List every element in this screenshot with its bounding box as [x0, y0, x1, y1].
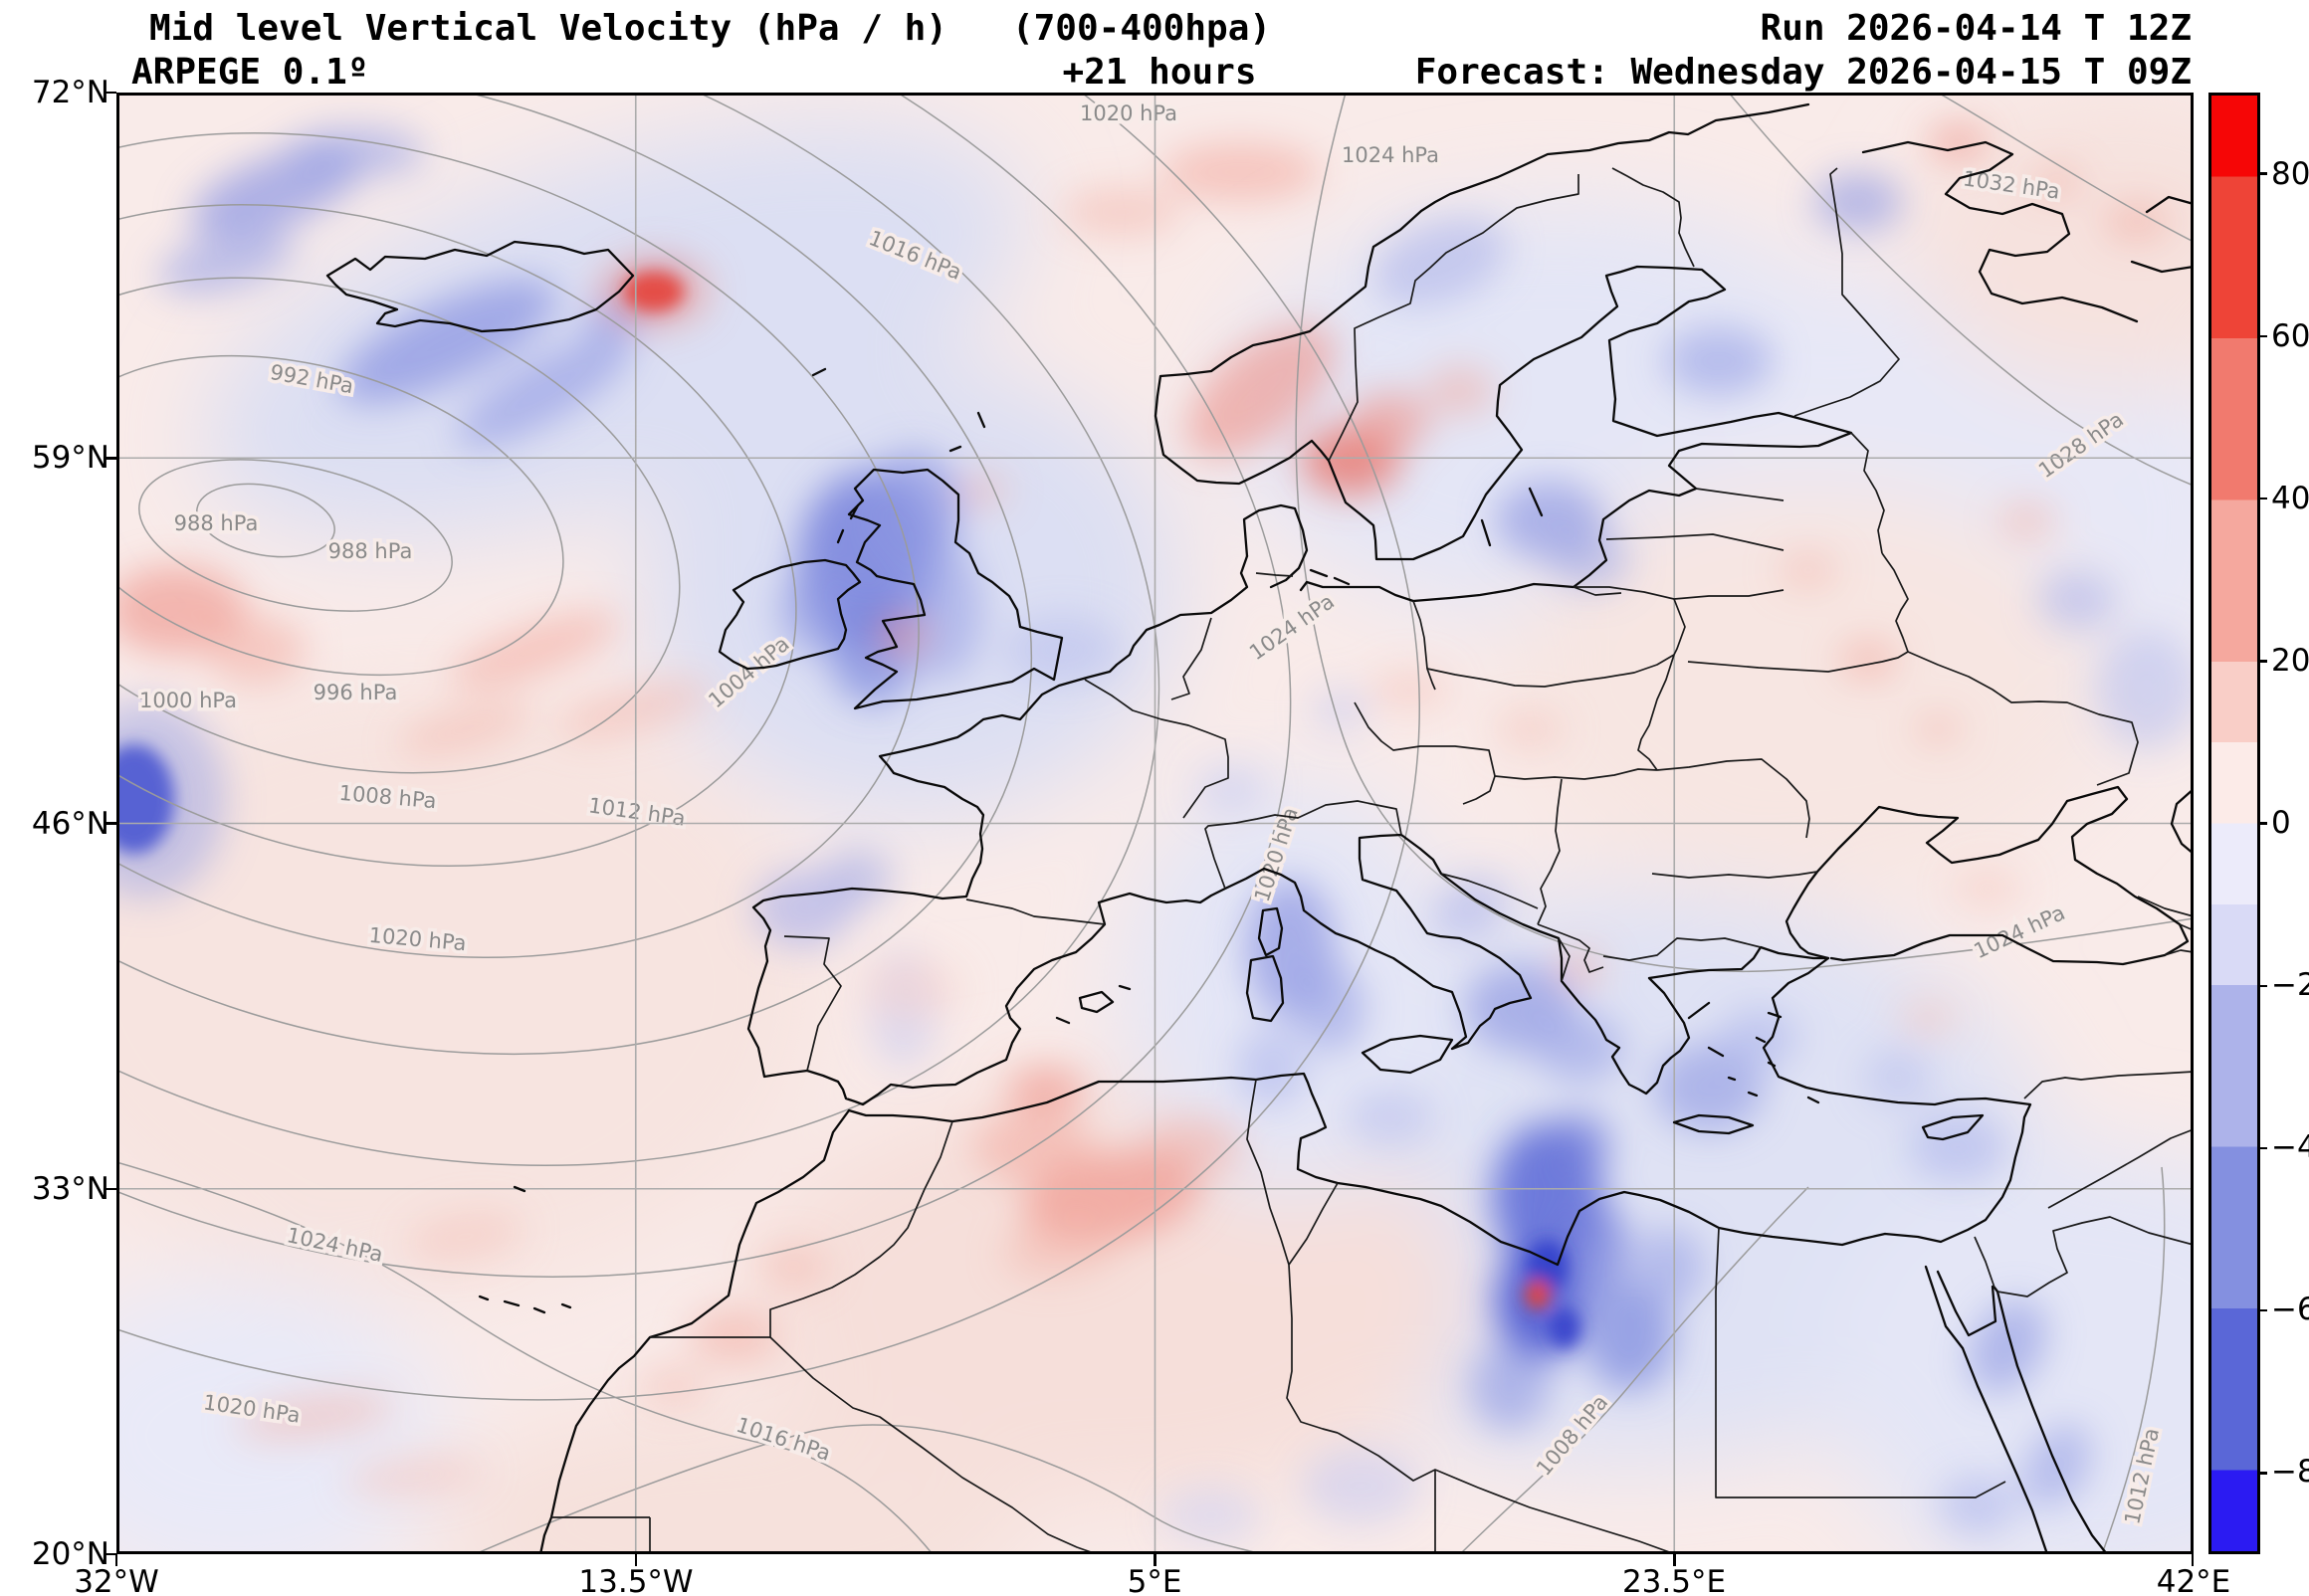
- lat-tick-label: 46°N: [31, 806, 109, 842]
- y-tick-mark: [104, 1552, 116, 1556]
- lon-tick-label: 5°E: [1127, 1564, 1182, 1596]
- colorbar-tick-label: −40: [2271, 1129, 2309, 1165]
- x-tick-mark: [1673, 1554, 1676, 1566]
- colorbar-tick-label: 80: [2271, 156, 2309, 192]
- country-borders: [551, 167, 2195, 1555]
- colorbar-tick-mark: [2258, 660, 2267, 663]
- lon-tick-label: 32°W: [74, 1564, 159, 1596]
- lon-tick-label: 42°E: [2156, 1564, 2231, 1596]
- y-tick-mark: [104, 822, 116, 825]
- isobar-label: 1024 hPa: [1342, 143, 1439, 167]
- colorbar-tick-label: 40: [2271, 481, 2309, 516]
- isobar-label: 1000 hPa: [139, 689, 237, 712]
- colorbar: [2208, 93, 2260, 1554]
- x-tick-mark: [1154, 1554, 1156, 1566]
- colorbar-tick-mark: [2258, 1308, 2267, 1312]
- colorbar-tick-label: 0: [2271, 805, 2291, 841]
- lat-tick-label: 20°N: [31, 1536, 109, 1572]
- colorbar-tick-mark: [2258, 334, 2267, 338]
- colorbar-tick-label: 60: [2271, 318, 2309, 354]
- x-tick-mark: [2191, 1554, 2194, 1566]
- y-tick-mark: [104, 91, 116, 95]
- colorbar-tick-label: −20: [2271, 967, 2309, 1003]
- isobar-label: 988 hPa: [328, 539, 413, 563]
- graticule: [116, 93, 2194, 1554]
- x-tick-mark: [114, 1554, 118, 1566]
- colorbar-tick-mark: [2258, 822, 2267, 825]
- lat-tick-label: 59°N: [31, 440, 109, 476]
- chart-title: Mid level Vertical Velocity (hPa / h) (7…: [149, 8, 1272, 49]
- colorbar-tick-mark: [2258, 172, 2267, 175]
- run-label: Run 2026-04-14 T 12Z: [1760, 8, 2192, 49]
- colorbar-tick-mark: [2258, 984, 2267, 987]
- colorbar-tick-label: −80: [2271, 1454, 2309, 1490]
- plot-frame: [116, 93, 2194, 1554]
- x-tick-mark: [634, 1554, 637, 1566]
- colorbar-tick-mark: [2258, 1146, 2267, 1150]
- y-tick-mark: [104, 1187, 116, 1190]
- colorbar-tick-label: 20: [2271, 643, 2309, 679]
- colorbar-tick-mark: [2258, 497, 2267, 500]
- lat-tick-label: 72°N: [31, 75, 109, 110]
- colorbar-tick-mark: [2258, 1472, 2267, 1475]
- coastlines: [325, 102, 2196, 1556]
- colorbar-tick-label: −60: [2271, 1292, 2309, 1327]
- isobar-label: 988 hPa: [174, 511, 259, 535]
- model-label: ARPEGE 0.1º: [131, 52, 369, 93]
- lead-time-label: +21 hours: [1062, 52, 1257, 93]
- isobar-label: 1020 hPa: [1080, 101, 1177, 125]
- lon-tick-label: 23.5°E: [1621, 1564, 1727, 1596]
- y-tick-mark: [104, 457, 116, 460]
- lat-tick-label: 33°N: [31, 1171, 109, 1207]
- lon-tick-label: 13.5°W: [578, 1564, 694, 1596]
- isobar-contours: [0, 0, 2195, 1555]
- isobar-label: 996 hPa: [314, 681, 398, 704]
- forecast-label: Forecast: Wednesday 2026-04-15 T 09Z: [1414, 52, 2192, 93]
